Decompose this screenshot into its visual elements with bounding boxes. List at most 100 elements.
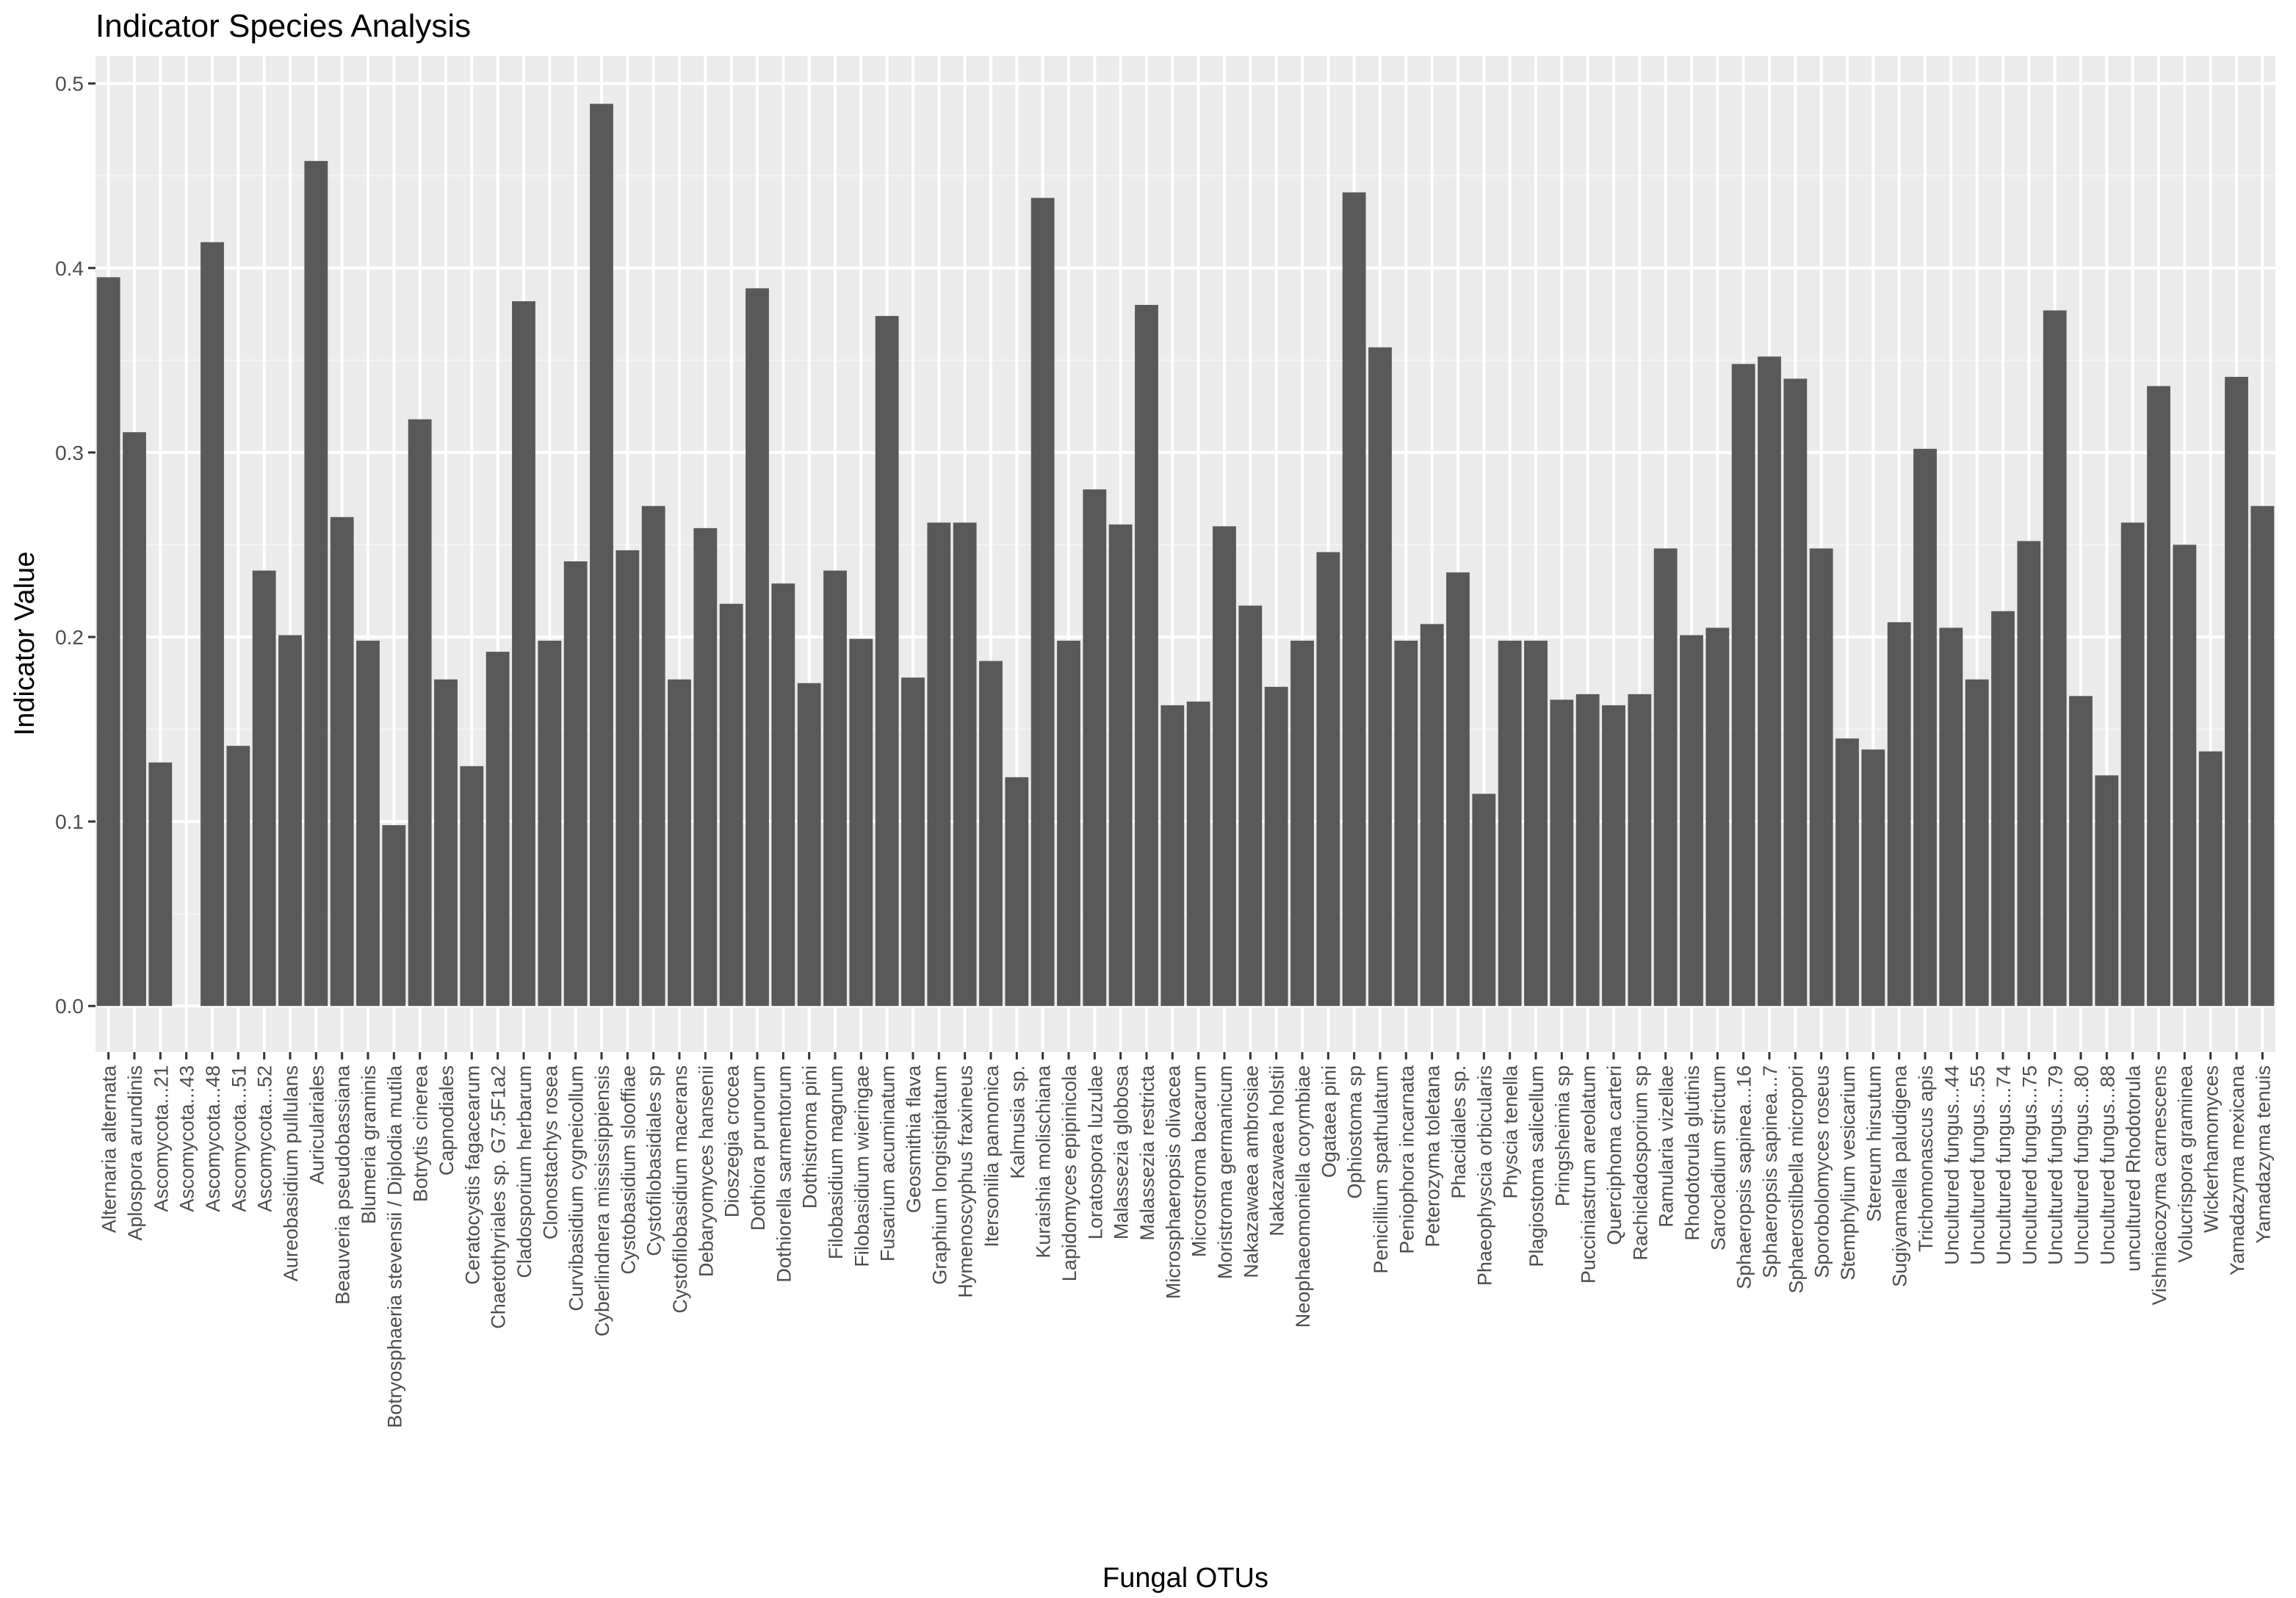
minor-gridlines: [95, 175, 2275, 915]
x-tick-label: Querciphoma carteri: [1603, 1065, 1625, 1245]
x-tick-label: Uncultured fungus...55: [1967, 1065, 1989, 1265]
bar: [1861, 749, 1885, 1007]
bar: [356, 641, 380, 1007]
x-tick-label: Ascomycota...43: [176, 1065, 198, 1212]
bar: [1758, 356, 1781, 1007]
x-tick-label: Rhodotorula glutinis: [1681, 1065, 1703, 1241]
x-tick-label: Ascomycota...51: [228, 1065, 250, 1212]
bar: [2069, 696, 2093, 1007]
bar: [512, 300, 535, 1007]
y-tick-label: 0.2: [55, 626, 84, 649]
x-tick-label: Botryosphaeria stevensii / Diplodia muti…: [383, 1065, 405, 1428]
x-tick-label: Filobasidium magnum: [825, 1065, 847, 1259]
x-tick-label: Moristroma germanicum: [1214, 1065, 1236, 1279]
x-tick-label: Microstroma bacarum: [1188, 1065, 1210, 1257]
x-tick-label: Trichomonascus apis: [1915, 1065, 1937, 1252]
x-tick-label: Physcia tenella: [1500, 1065, 1522, 1199]
x-tick-label: Loratospora luzulae: [1084, 1065, 1106, 1239]
bar: [1290, 641, 1314, 1007]
x-tick-label: Sporobolomyces roseus: [1811, 1065, 1833, 1278]
x-tick-label: Yamadazyma mexicana: [2226, 1065, 2248, 1275]
x-tick-label: Dothiora prunorum: [747, 1065, 769, 1231]
bar-series: [96, 104, 2275, 1007]
bar: [1083, 489, 1107, 1007]
x-tick-label: Uncultured fungus...88: [2096, 1065, 2118, 1265]
x-tick-label: Wickerhamomyces: [2201, 1065, 2223, 1233]
bar: [1213, 526, 1236, 1007]
bar: [148, 762, 173, 1007]
bar: [1575, 694, 1600, 1007]
bar: [460, 766, 484, 1007]
x-tick-label: Volucrispora graminea: [2174, 1065, 2196, 1263]
bar: [771, 583, 795, 1007]
x-tick-label: Ophiostoma sp: [1344, 1065, 1366, 1199]
x-tick-label: Uncultured fungus...44: [1941, 1065, 1963, 1265]
y-tick-label: 0.5: [55, 73, 84, 96]
bar: [408, 419, 432, 1007]
x-tick-label: Uncultured fungus...75: [2018, 1065, 2040, 1265]
x-tick-label: Cystofilobasidiales sp: [643, 1065, 665, 1256]
x-tick-label: Uncultured fungus...79: [2045, 1065, 2067, 1265]
x-tick-label: Neophaeomoniella corymbiae: [1292, 1065, 1314, 1328]
x-tick-label: Alternaria alternata: [98, 1065, 120, 1233]
bar: [2250, 505, 2275, 1007]
bar: [901, 677, 925, 1007]
bar: [1030, 198, 1055, 1007]
bar: [1472, 793, 1496, 1007]
bar: [1965, 679, 1989, 1007]
bar: [979, 661, 1003, 1007]
x-tick-label: Vishniacozyma carnescens: [2148, 1065, 2170, 1306]
x-tick-label: Ascomycota...21: [150, 1065, 172, 1212]
x-tick-label: Stereum hirsutum: [1863, 1065, 1885, 1222]
bar: [330, 517, 354, 1007]
x-tick-label: Sphaerostilbella micropori: [1785, 1065, 1807, 1294]
bar: [1887, 622, 1911, 1007]
bar: [2147, 386, 2170, 1007]
bar: [590, 104, 613, 1007]
x-tick-label: Phacidiales sp.: [1448, 1065, 1470, 1199]
x-tick-label: Nakazawaea ambrosiae: [1240, 1065, 1262, 1278]
bar: [278, 635, 302, 1007]
x-tick-label: Nakazawaea holstii: [1266, 1065, 1288, 1237]
x-tick-label: Aplospora arundinis: [124, 1065, 146, 1241]
y-tick-label: 0.4: [55, 257, 84, 280]
bar: [226, 746, 250, 1007]
y-tick-label: 0.0: [55, 995, 84, 1018]
bar: [434, 679, 458, 1007]
bar: [1809, 548, 1833, 1007]
x-tick-label: Phaeophyscia orbicularis: [1473, 1065, 1495, 1286]
x-tick-label: Pucciniastrum areolatum: [1578, 1065, 1600, 1284]
x-tick-label: Ceratocystis fagacearum: [461, 1065, 483, 1285]
x-tick-label: Hymenoscyphus fraxineus: [955, 1065, 977, 1298]
bar: [1238, 605, 1263, 1007]
bar: [1135, 305, 1158, 1007]
bar: [1991, 611, 2015, 1007]
bar: [1498, 641, 1522, 1007]
x-tick-label: Cystofilobasidium macerans: [669, 1065, 691, 1314]
x-axis: Alternaria alternata Aplospora arundinis A…: [98, 1052, 2274, 1428]
bar: [1731, 364, 1755, 1007]
x-tick-label: uncultured Rhodotorula: [2123, 1065, 2145, 1272]
bar: [1913, 448, 1937, 1007]
bar: [1057, 641, 1080, 1007]
bar: [2095, 775, 2119, 1007]
bar: [719, 603, 743, 1007]
x-tick-label: Fusarium acuminatum: [877, 1065, 899, 1262]
x-tick-label: Capnodiales: [436, 1065, 458, 1176]
bar: [1108, 524, 1133, 1007]
x-tick-label: Uncultured fungus...74: [1993, 1065, 2015, 1265]
bar: [1680, 635, 1703, 1007]
bar: [797, 683, 821, 1007]
x-tick-label: Malassezia globosa: [1111, 1065, 1133, 1239]
x-tick-label: Kalmusia sp.: [1006, 1065, 1028, 1179]
x-tick-label: Dioszegia crocea: [721, 1065, 743, 1217]
x-tick-label: Geosmithia flava: [903, 1065, 925, 1213]
chart-title: Indicator Species Analysis: [95, 8, 471, 44]
bar: [2198, 751, 2223, 1007]
bar: [615, 550, 640, 1007]
y-axis: 0.0 0.1 0.2 0.3 0.4 0.5: [55, 73, 95, 1018]
bar: [1783, 378, 1808, 1007]
bar: [1005, 777, 1029, 1007]
x-tick-label: Curvibasidium cygneicollum: [566, 1065, 588, 1311]
bar: [1186, 701, 1210, 1007]
